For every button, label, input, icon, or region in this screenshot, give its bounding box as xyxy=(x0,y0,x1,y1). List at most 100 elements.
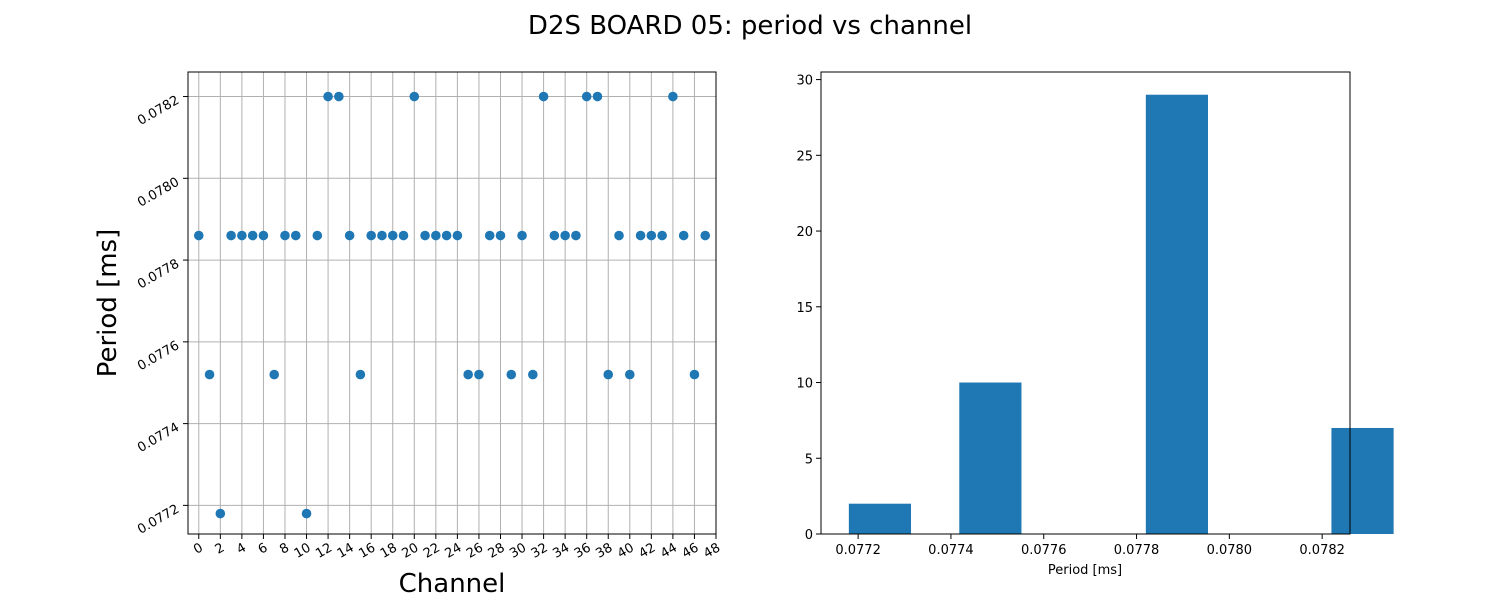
scatter-point xyxy=(366,230,376,241)
scatter-point xyxy=(247,230,258,241)
scatter-point xyxy=(614,230,624,241)
scatter-x-tick-label: 48 xyxy=(701,540,723,561)
scatter-x-tick-label: 12 xyxy=(313,540,335,561)
scatter-y-axis-label: Period [ms] xyxy=(93,229,123,378)
scatter-point xyxy=(312,230,323,241)
scatter-point xyxy=(334,91,344,102)
scatter-point xyxy=(420,230,430,241)
scatter-x-tick-label: 18 xyxy=(378,540,400,561)
histogram-bars xyxy=(848,94,1394,534)
scatter-point xyxy=(237,230,247,241)
scatter-x-axis-label: Channel xyxy=(399,569,506,599)
scatter-point xyxy=(258,230,269,241)
scatter-x-tick-label: 34 xyxy=(550,540,572,561)
scatter-point xyxy=(689,369,700,380)
histogram-x-tick-label: 0.0772 xyxy=(835,543,881,558)
histogram-x-axis-label: Period [ms] xyxy=(1048,563,1122,578)
scatter-x-tick-label: 2 xyxy=(213,540,228,557)
scatter-point xyxy=(301,508,312,519)
scatter-x-ticks: 0 2 4 6 8 10 12 14 16 18 20 22 24 26 28 30 32 34 36 38 40 42 4… xyxy=(191,534,723,562)
scatter-x-tick-label: 40 xyxy=(615,540,637,561)
scatter-point xyxy=(560,230,570,241)
scatter-point xyxy=(431,230,441,241)
histogram-x-tick-label: 0.0774 xyxy=(928,543,974,558)
scatter-x-tick-label: 4 xyxy=(234,540,249,557)
scatter-points xyxy=(193,91,711,519)
scatter-point xyxy=(657,230,667,241)
histogram-axes-frame xyxy=(820,71,1351,535)
scatter-x-tick-label: 20 xyxy=(399,540,421,561)
scatter-x-tick-label: 6 xyxy=(256,540,271,557)
scatter-point xyxy=(538,91,549,102)
scatter-y-tick-label: 0.0780 xyxy=(135,175,182,211)
histogram-y-tick-label: 10 xyxy=(796,377,813,392)
scatter-point xyxy=(409,91,420,102)
histogram-x-tick-label: 0.0780 xyxy=(1207,543,1253,558)
scatter-point xyxy=(528,369,538,380)
scatter-point xyxy=(452,230,463,241)
scatter-point xyxy=(269,369,280,380)
histogram-y-tick-label: 25 xyxy=(796,149,813,164)
scatter-y-ticks: 0.0772 0.0774 0.0776 0.0778 0.0780 0.0782 xyxy=(135,93,188,538)
histogram-x-tick-label: 0.0776 xyxy=(1021,543,1067,558)
scatter-point xyxy=(678,230,689,241)
scatter-point xyxy=(506,369,517,380)
histogram-y-tick-label: 20 xyxy=(796,225,813,240)
scatter-point xyxy=(603,369,614,380)
scatter-point xyxy=(355,369,366,380)
histogram-bar xyxy=(959,382,1022,534)
scatter-point xyxy=(387,230,398,241)
scatter-point xyxy=(484,230,495,241)
scatter-point xyxy=(226,230,236,241)
scatter-point xyxy=(463,369,473,380)
scatter-x-tick-label: 28 xyxy=(486,540,508,561)
scatter-point xyxy=(592,91,603,102)
histogram-bar xyxy=(1145,94,1209,534)
scatter-point xyxy=(700,230,711,241)
scatter-x-tick-label: 10 xyxy=(292,540,314,561)
scatter-x-tick-label: 42 xyxy=(637,540,659,561)
scatter-x-tick-label: 24 xyxy=(443,540,465,561)
scatter-x-tick-label: 38 xyxy=(593,540,615,561)
scatter-point xyxy=(323,91,333,102)
scatter-point xyxy=(377,230,387,241)
scatter-point xyxy=(344,230,355,241)
histogram-bar xyxy=(1331,427,1394,534)
histogram-y-tick-label: 0 xyxy=(805,528,813,543)
scatter-x-tick-label: 26 xyxy=(464,540,486,561)
scatter-point xyxy=(549,230,560,241)
scatter-point xyxy=(398,230,409,241)
scatter-point xyxy=(495,230,506,241)
figure-title: D2S BOARD 05: period vs channel xyxy=(528,11,972,41)
scatter-x-tick-label: 8 xyxy=(277,540,292,557)
scatter-point xyxy=(635,230,646,241)
scatter-x-tick-label: 0 xyxy=(191,540,206,557)
histogram-bar xyxy=(848,503,912,534)
scatter-point xyxy=(668,91,678,102)
histogram-x-tick-label: 0.0782 xyxy=(1299,543,1345,558)
scatter-point xyxy=(624,369,635,380)
scatter-chart: 0 2 4 6 8 10 12 14 16 18 20 22 24 26 28 30 32 34 36 38 40 42 4… xyxy=(93,71,723,599)
scatter-x-tick-label: 46 xyxy=(680,540,702,561)
scatter-x-tick-label: 44 xyxy=(658,540,680,561)
scatter-axes-frame xyxy=(187,71,717,535)
histogram-y-tick-label: 5 xyxy=(805,452,813,467)
scatter-x-tick-label: 22 xyxy=(421,540,443,561)
scatter-y-tick-label: 0.0778 xyxy=(135,257,182,293)
histogram-y-tick-label: 30 xyxy=(796,74,813,89)
scatter-point xyxy=(204,369,215,380)
scatter-x-tick-label: 36 xyxy=(572,540,594,561)
histogram-x-ticks: 0.0772 0.0774 0.0776 0.0778 0.0780 0.0782 xyxy=(835,534,1345,558)
scatter-y-tick-label: 0.0776 xyxy=(135,338,182,374)
scatter-point xyxy=(280,230,290,241)
scatter-grid xyxy=(188,72,717,534)
histogram-y-ticks: 0 5 10 15 20 25 30 xyxy=(796,74,821,543)
scatter-point xyxy=(441,230,452,241)
scatter-x-tick-label: 16 xyxy=(356,540,378,561)
scatter-x-tick-label: 14 xyxy=(335,540,357,561)
histogram-y-tick-label: 15 xyxy=(796,301,813,316)
scatter-y-tick-label: 0.0772 xyxy=(135,502,182,538)
histogram-chart: 0.0772 0.0774 0.0776 0.0778 0.0780 0.0782 0 5 1… xyxy=(796,71,1394,578)
scatter-point xyxy=(646,230,657,241)
